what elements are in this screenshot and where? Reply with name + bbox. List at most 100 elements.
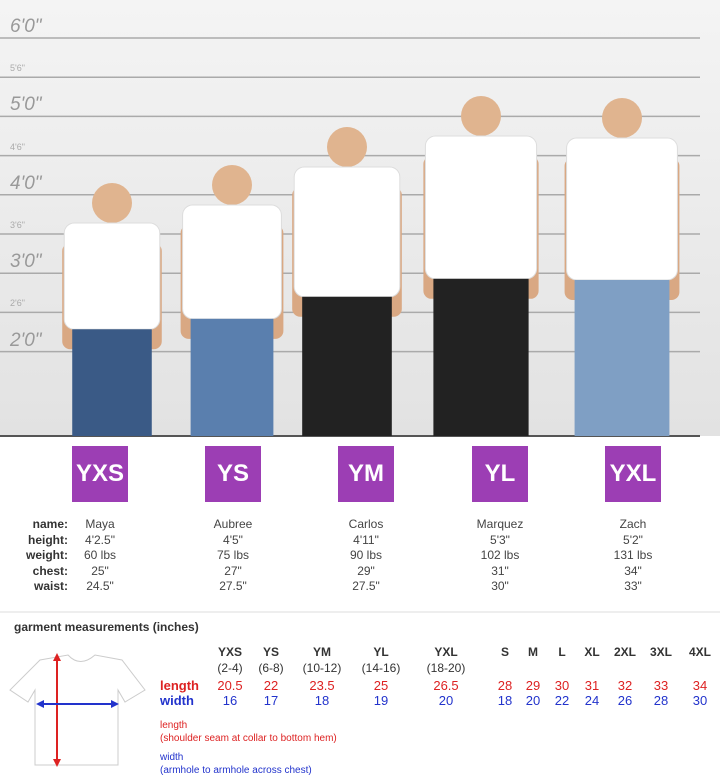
measurement: 17: [263, 693, 279, 708]
kid-head: [92, 183, 132, 223]
height-mark-label: 6'0": [10, 16, 42, 37]
kid-weight: 102 lbs: [480, 548, 520, 562]
kid-name: Marquez: [476, 517, 524, 531]
kid-chest: 31": [491, 563, 509, 578]
measurement: 26.5: [433, 678, 459, 693]
profile-label: height:: [28, 532, 68, 547]
measurement: 32: [617, 678, 633, 693]
height-mark-label: 4'0": [10, 172, 42, 194]
kid-shirt: [293, 166, 401, 298]
kid-chest: 34": [624, 563, 642, 578]
tshirt-diagram: [9, 653, 146, 767]
kid-waist: 24.5": [86, 579, 114, 593]
column-range: (6-8): [258, 661, 284, 675]
height-mark-label: 2'0": [10, 329, 42, 351]
kid-name: Zach: [619, 517, 647, 531]
column-size: 3XL: [649, 645, 673, 659]
size-badge: [472, 446, 528, 502]
column-size: YXS: [217, 645, 243, 659]
height-mark-label: 3'6": [10, 220, 25, 230]
measurement: 29: [525, 678, 541, 693]
column-size: XL: [584, 645, 600, 659]
column-size: YS: [262, 645, 280, 659]
column-range: (2-4): [217, 661, 243, 675]
note-label: width: [160, 752, 184, 763]
kid-chest: 25": [91, 563, 109, 578]
kid-height: 5'2": [623, 532, 643, 547]
kid-pants: [433, 278, 529, 436]
column-size: 2XL: [613, 645, 637, 659]
column-range: (10-12): [302, 661, 342, 675]
measurement: 16: [222, 693, 238, 708]
size-badge: [338, 446, 394, 502]
column-range: (14-16): [361, 661, 401, 675]
size-badge: [605, 446, 661, 502]
row-label: width: [160, 693, 194, 708]
kid-shirt: [566, 137, 678, 281]
section-title: garment measurements (inches): [14, 620, 199, 634]
measurement: 20.5: [217, 678, 243, 693]
measurement: 30: [692, 693, 708, 708]
measurement: 28: [653, 693, 669, 708]
profile-label: waist:: [33, 579, 68, 593]
measurement: 19: [373, 693, 389, 708]
row-label: length: [160, 678, 199, 693]
measurement: 23.5: [309, 678, 335, 693]
measurement: 22: [554, 693, 570, 708]
kid-waist: 30": [491, 579, 509, 593]
column-size: M: [528, 645, 538, 659]
column-size: YM: [313, 645, 331, 659]
kid-head: [212, 165, 252, 205]
height-mark-label: 5'6": [10, 63, 25, 74]
kid-shirt: [63, 222, 161, 330]
measurement: 25: [373, 678, 389, 693]
column-size: YXL: [434, 645, 458, 659]
kid-pants: [72, 329, 152, 436]
measurement: 18: [497, 693, 513, 708]
kid-waist: 27.5": [219, 579, 247, 593]
kid-waist: 33": [624, 579, 642, 593]
kid-weight: 90 lbs: [349, 548, 383, 562]
kid-chest: 29": [357, 563, 375, 578]
height-mark-label: 3'0": [10, 251, 42, 273]
kid-weight: 131 lbs: [613, 548, 653, 562]
kid-name: Maya: [85, 517, 115, 531]
kid-name: Aubree: [213, 517, 253, 531]
column-size: L: [558, 645, 566, 659]
size-badge-label: YXL: [609, 460, 657, 487]
size-badge-label: YL: [484, 460, 516, 487]
profile-label: weight:: [26, 548, 68, 562]
kid-height: 4'11": [353, 532, 379, 547]
measurement: 22: [263, 678, 279, 693]
size-badge-label: YXS: [75, 460, 125, 487]
height-mark-label: 5'0": [10, 94, 42, 116]
profile-label: chest:: [32, 563, 68, 578]
note-text: (armhole to armhole across chest): [160, 765, 312, 776]
column-size: 4XL: [688, 645, 712, 659]
measurement: 26: [617, 693, 633, 708]
note-label: length: [160, 720, 188, 731]
measurement: 31: [584, 678, 600, 693]
kid-weight: 75 lbs: [216, 548, 250, 562]
column-size: S: [500, 645, 510, 659]
column-range: (18-20): [426, 661, 466, 675]
size-badge: [72, 446, 128, 502]
measurement: 30: [554, 678, 570, 693]
measurement: 20: [525, 693, 541, 708]
kid-waist: 27.5": [352, 579, 380, 593]
measurement: 33: [653, 678, 669, 693]
size-badge-label: YS: [216, 460, 250, 487]
measurement: 28: [497, 678, 513, 693]
measurement: 24: [584, 693, 600, 708]
size-badge-label: YM: [348, 460, 384, 487]
kid-pants: [302, 296, 392, 436]
measurement: 20: [438, 693, 454, 708]
kid-shirt: [424, 135, 538, 280]
kid-shirt: [182, 204, 282, 320]
note-text: (shoulder seam at collar to bottom hem): [160, 733, 337, 744]
height-mark-label: 4'6": [10, 141, 25, 152]
column-size: YL: [373, 645, 389, 659]
kid-height: 5'3": [490, 532, 510, 547]
